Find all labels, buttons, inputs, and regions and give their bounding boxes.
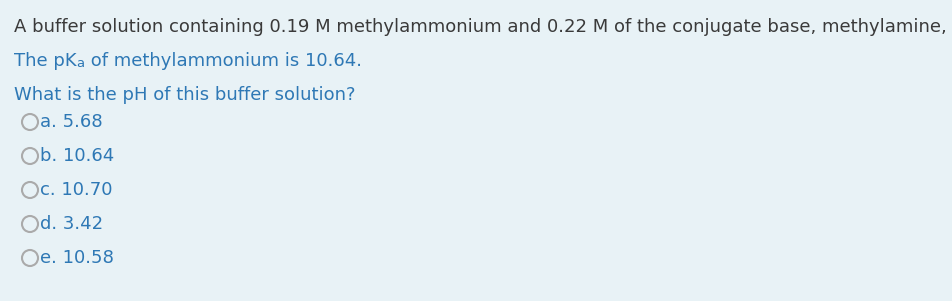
- Text: c. 10.70: c. 10.70: [40, 181, 112, 199]
- Text: e. 10.58: e. 10.58: [40, 249, 113, 267]
- Text: The pK: The pK: [14, 52, 76, 70]
- Text: of methylammonium is 10.64.: of methylammonium is 10.64.: [85, 52, 362, 70]
- Text: a: a: [76, 57, 85, 70]
- Text: a. 5.68: a. 5.68: [40, 113, 103, 131]
- Text: d. 3.42: d. 3.42: [40, 215, 103, 233]
- Text: A buffer solution containing 0.19 M methylammonium and 0.22 M of the conjugate b: A buffer solution containing 0.19 M meth…: [14, 18, 952, 36]
- Text: b. 10.64: b. 10.64: [40, 147, 114, 165]
- Text: What is the pH of this buffer solution?: What is the pH of this buffer solution?: [14, 86, 355, 104]
